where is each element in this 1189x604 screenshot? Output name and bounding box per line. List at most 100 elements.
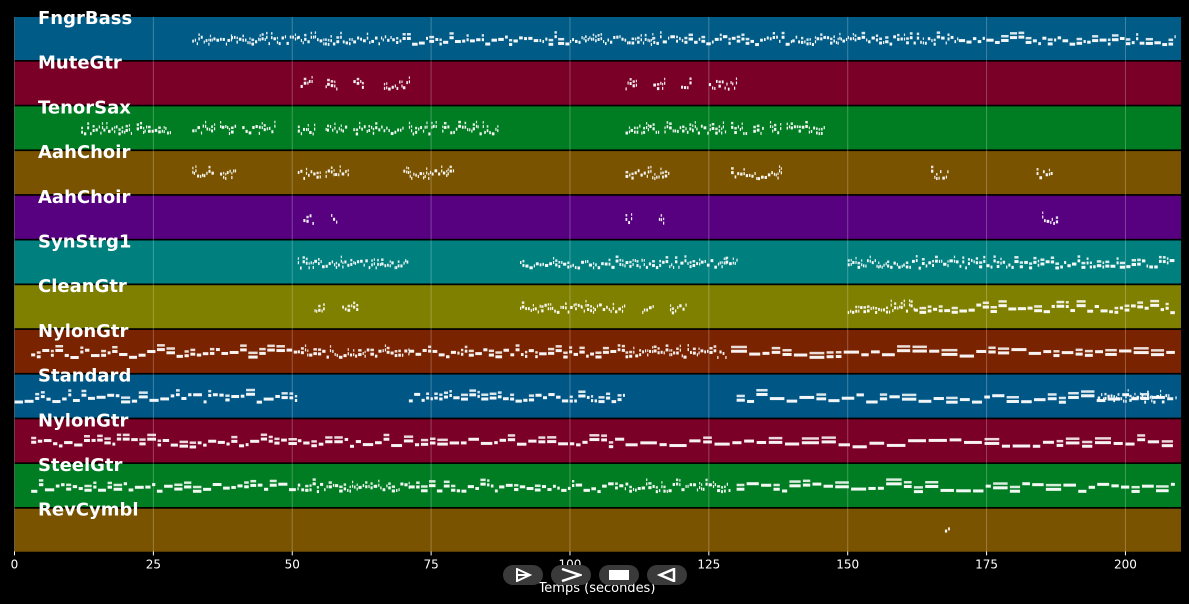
track-notes — [14, 31, 1177, 533]
track-label: TenorSax — [38, 97, 131, 118]
x-tick-label: 200 — [1114, 557, 1137, 571]
note-segment — [31, 344, 298, 360]
note-segment — [625, 478, 731, 494]
note-segment — [31, 479, 299, 493]
note-segment — [931, 165, 949, 181]
x-tick-label: 25 — [146, 557, 161, 571]
note-segment — [403, 165, 455, 180]
note-segment — [664, 121, 694, 134]
play-once-button[interactable] — [503, 565, 543, 585]
note-segment — [625, 78, 638, 91]
note-segment — [847, 31, 959, 46]
note-segment — [325, 78, 338, 91]
note-segment — [753, 124, 764, 135]
note-segment — [192, 33, 233, 46]
note-segment — [342, 301, 359, 312]
note-segment — [581, 299, 626, 314]
note-segment — [31, 433, 297, 449]
note-segment — [847, 299, 915, 315]
track-band — [14, 195, 1181, 239]
note-segment — [731, 345, 1175, 359]
note-segment — [653, 77, 666, 91]
note-segment — [731, 165, 782, 181]
note-segment — [1014, 255, 1175, 270]
note-segment — [625, 169, 648, 180]
note-segment — [383, 76, 411, 91]
step-back-button[interactable] — [647, 565, 687, 585]
track-band — [14, 240, 1181, 284]
track-band — [14, 151, 1181, 195]
note-segment — [408, 389, 625, 404]
note-segment — [408, 478, 626, 494]
note-segment — [1036, 168, 1053, 180]
note-segment — [658, 214, 665, 225]
note-segment — [297, 123, 316, 136]
track-bands — [14, 17, 1181, 552]
note-segment — [914, 299, 1175, 315]
note-segment — [647, 165, 670, 181]
track-label: SynStrg1 — [38, 232, 131, 253]
track-label: MuteGtr — [38, 53, 122, 74]
note-segment — [944, 527, 950, 533]
track-band — [14, 106, 1181, 150]
track-label: AahChoir — [38, 187, 130, 208]
note-segment — [297, 478, 410, 494]
note-segment — [786, 120, 825, 136]
note-segment — [625, 255, 727, 270]
note-segment — [1097, 389, 1170, 404]
x-tick-label: 50 — [285, 557, 300, 571]
note-segment — [625, 344, 727, 360]
note-segment — [297, 433, 625, 449]
x-tick-label: 0 — [11, 557, 19, 571]
note-segment — [519, 255, 626, 270]
triangle-left-icon — [657, 568, 676, 582]
x-tick-label: 75 — [423, 557, 438, 571]
note-segment — [408, 344, 625, 359]
note-segment — [1042, 211, 1059, 225]
track-label: FngrBass — [38, 8, 132, 29]
x-tick-label: 175 — [975, 557, 998, 571]
note-segment — [220, 169, 237, 180]
note-segment — [625, 434, 1173, 449]
chevron-right-icon — [561, 568, 582, 582]
note-segment — [297, 255, 381, 270]
note-segment — [192, 165, 214, 178]
note-segment — [231, 31, 299, 46]
stop-icon — [609, 570, 629, 580]
note-segment — [325, 122, 348, 134]
note-segment — [325, 165, 349, 178]
note-segment — [14, 388, 298, 404]
track-labels: FngrBass MuteGtr TenorSax AahChoir AahChoir S… — [38, 8, 139, 521]
note-segment — [242, 125, 260, 135]
note-segment — [725, 256, 738, 266]
track-label: Standard — [38, 366, 131, 387]
note-segment — [136, 121, 171, 135]
note-segment — [958, 31, 1176, 47]
note-segment — [519, 301, 582, 314]
note-segment — [297, 31, 392, 46]
note-segment — [625, 122, 660, 135]
note-segment — [103, 121, 133, 136]
note-segment — [353, 121, 404, 136]
x-tick-label: 150 — [836, 557, 859, 571]
note-segment — [331, 213, 338, 224]
note-segment — [297, 344, 410, 359]
note-segment — [381, 258, 409, 270]
note-segment — [392, 31, 570, 46]
note-segment — [692, 121, 727, 135]
track-label: NylonGtr — [38, 321, 129, 342]
track-label: AahChoir — [38, 142, 130, 163]
note-segment — [303, 214, 314, 225]
note-segment — [442, 120, 499, 136]
step-forward-button[interactable] — [551, 565, 591, 585]
note-segment — [708, 77, 738, 91]
note-segment — [258, 120, 276, 134]
note-segment — [769, 121, 782, 135]
track-label: RevCymbl — [38, 500, 139, 521]
stop-button[interactable] — [599, 565, 639, 585]
track-label: CleanGtr — [38, 276, 127, 297]
note-segment — [681, 77, 692, 90]
note-segment — [903, 255, 1014, 270]
track-band — [14, 508, 1181, 552]
